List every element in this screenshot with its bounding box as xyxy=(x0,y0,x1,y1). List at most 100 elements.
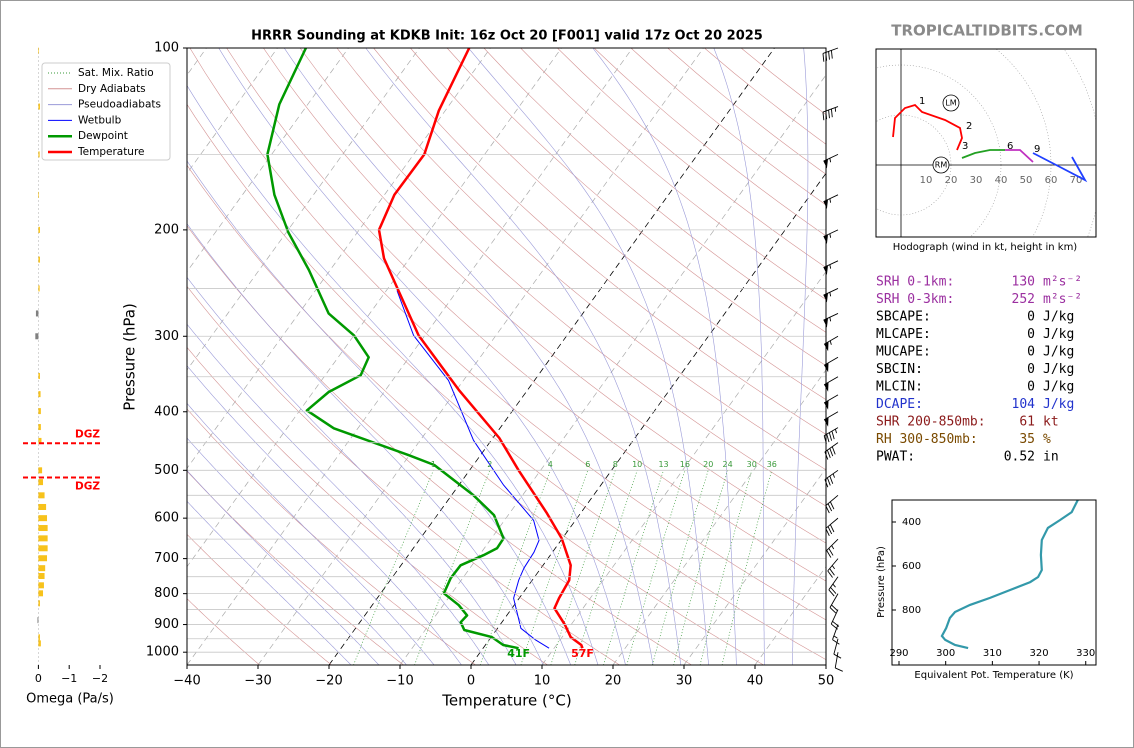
hodograph-trace xyxy=(892,103,963,151)
wind-barb xyxy=(823,335,839,352)
x-tick-label: −40 xyxy=(173,674,200,689)
pseudoadiabat xyxy=(187,160,571,665)
wind-barb xyxy=(823,153,839,169)
barb-feather xyxy=(825,52,828,61)
omega-bar xyxy=(38,600,40,607)
pseudoadiabat xyxy=(468,48,709,665)
legend-label: Pseudoadiabats xyxy=(78,99,161,111)
barb-feather xyxy=(828,548,834,556)
y-tick-label: 200 xyxy=(154,222,179,237)
dry-adiabat xyxy=(187,346,548,665)
legend-label: Dry Adiabats xyxy=(78,83,146,95)
legend-label: Wetbulb xyxy=(78,114,122,126)
omega-bar xyxy=(38,47,40,54)
mixing-ratio-label: 24 xyxy=(723,460,733,469)
dry-adiabat xyxy=(187,408,476,665)
barb-feather xyxy=(828,109,830,119)
omega-bar xyxy=(38,640,41,647)
wind-barb xyxy=(823,411,839,427)
dgz-label: DGZ xyxy=(75,428,100,440)
pseudoadiabat xyxy=(187,84,599,665)
pseudoadiabat xyxy=(713,48,765,665)
index-label: SRH 0-1km: xyxy=(876,275,954,290)
barb-half xyxy=(829,158,832,163)
omega-bar xyxy=(38,573,45,580)
omega-bar xyxy=(38,555,48,562)
barb-half xyxy=(829,292,832,297)
omega-bar xyxy=(38,256,40,263)
barb-flag xyxy=(823,265,828,275)
x-tick-label: 320 xyxy=(1030,648,1049,659)
pseudoadiabat xyxy=(187,276,517,665)
isotherm xyxy=(187,48,349,273)
ring-label: 40 xyxy=(995,175,1008,186)
index-unit: J/kg xyxy=(1043,362,1074,377)
barb-feather xyxy=(826,477,831,486)
x-tick-label: −10 xyxy=(386,674,413,689)
mixing-ratio-label: 1 xyxy=(431,460,436,469)
isotherm xyxy=(541,271,826,665)
wind-barb xyxy=(823,313,839,328)
barb-flag xyxy=(823,318,828,328)
isotherm xyxy=(187,48,562,568)
storm-motion-marker xyxy=(942,94,960,112)
height-label: 6 xyxy=(1007,141,1013,152)
index-value: 0 xyxy=(1027,362,1035,377)
index-label: PWAT: xyxy=(876,450,915,465)
barb-feather xyxy=(822,53,825,62)
y-tick-label: 300 xyxy=(154,329,179,344)
barb-feather xyxy=(829,524,835,533)
index-value: 0.52 xyxy=(1004,450,1035,465)
index-value: 35 xyxy=(1019,432,1035,447)
y-tick-label: 500 xyxy=(154,463,179,478)
index-label: SRH 0-3km: xyxy=(876,292,954,307)
barb-half xyxy=(832,473,835,478)
barb-shaft xyxy=(823,288,839,296)
barb-feather xyxy=(832,639,840,645)
index-unit: J/kg xyxy=(1043,310,1074,325)
y-axis-label: Pressure (hPa) xyxy=(121,303,139,411)
omega-bar xyxy=(38,634,40,641)
barb-feather xyxy=(827,503,833,512)
wind-barb xyxy=(822,47,839,62)
x-tick-label: 0 xyxy=(35,672,42,685)
barb-feather xyxy=(825,528,830,537)
x-tick-label: −2 xyxy=(92,672,108,685)
omega-bar xyxy=(35,333,39,340)
barb-feather xyxy=(831,446,836,455)
height-label: 3 xyxy=(962,141,968,152)
pseudoadiabat xyxy=(792,48,809,665)
mixing-ratio-line xyxy=(699,470,753,665)
barb-feather xyxy=(823,435,827,444)
barb-half xyxy=(829,233,832,238)
mixing-ratio-label: 30 xyxy=(747,460,757,469)
wind-barb xyxy=(823,394,839,410)
omega-bar xyxy=(38,191,40,198)
height-label: 9 xyxy=(1034,144,1040,155)
barb-feather xyxy=(829,475,834,484)
height-label: 2 xyxy=(966,121,972,132)
wind-barb xyxy=(829,593,839,614)
mixing-ratio-label: 16 xyxy=(680,460,690,469)
x-tick-label: 10 xyxy=(534,674,551,689)
barb-half xyxy=(833,635,838,639)
hodograph-trace xyxy=(961,149,1005,159)
barb-half xyxy=(829,264,832,269)
y-tick-label: 800 xyxy=(902,605,921,616)
barb-shaft xyxy=(823,356,839,366)
wind-barb xyxy=(826,538,839,558)
wind-barb xyxy=(824,442,839,460)
wind-barb xyxy=(825,494,839,514)
omega-bar xyxy=(38,590,44,597)
dry-adiabat xyxy=(187,598,260,665)
barb-half xyxy=(834,429,837,434)
chart-title: HRRR Sounding at KDKB Init: 16z Oct 20 [… xyxy=(251,29,763,44)
barb-feather xyxy=(830,587,837,594)
wind-barb xyxy=(824,469,839,488)
barb-feather xyxy=(827,570,833,578)
omega-bar xyxy=(35,310,39,317)
barb-feather xyxy=(829,448,834,457)
wind-barb xyxy=(823,288,839,303)
